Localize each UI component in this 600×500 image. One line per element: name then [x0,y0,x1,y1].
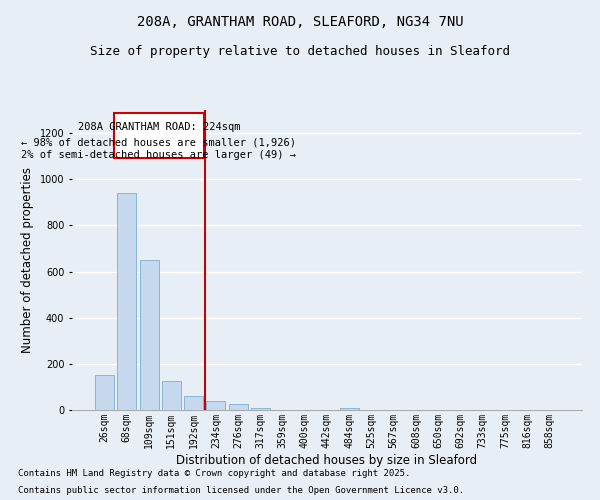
Text: 2% of semi-detached houses are larger (49) →: 2% of semi-detached houses are larger (4… [22,150,296,160]
Y-axis label: Number of detached properties: Number of detached properties [21,167,34,353]
Bar [140,260,158,410]
Text: Contains public sector information licensed under the Open Government Licence v3: Contains public sector information licen… [18,486,464,495]
Bar [184,396,203,410]
Text: 208A GRANTHAM ROAD: 224sqm: 208A GRANTHAM ROAD: 224sqm [77,122,240,132]
Bar [206,401,225,410]
Text: Contains HM Land Registry data © Crown copyright and database right 2025.: Contains HM Land Registry data © Crown c… [18,468,410,477]
Bar [118,193,136,410]
FancyBboxPatch shape [113,114,204,158]
Bar [229,404,248,410]
X-axis label: Distribution of detached houses by size in Sleaford: Distribution of detached houses by size … [176,454,478,466]
Text: Size of property relative to detached houses in Sleaford: Size of property relative to detached ho… [90,45,510,58]
Bar [95,376,114,410]
Bar [340,408,359,410]
Text: 208A, GRANTHAM ROAD, SLEAFORD, NG34 7NU: 208A, GRANTHAM ROAD, SLEAFORD, NG34 7NU [137,15,463,29]
Bar [251,408,270,410]
Text: ← 98% of detached houses are smaller (1,926): ← 98% of detached houses are smaller (1,… [22,138,296,147]
Bar [162,381,181,410]
